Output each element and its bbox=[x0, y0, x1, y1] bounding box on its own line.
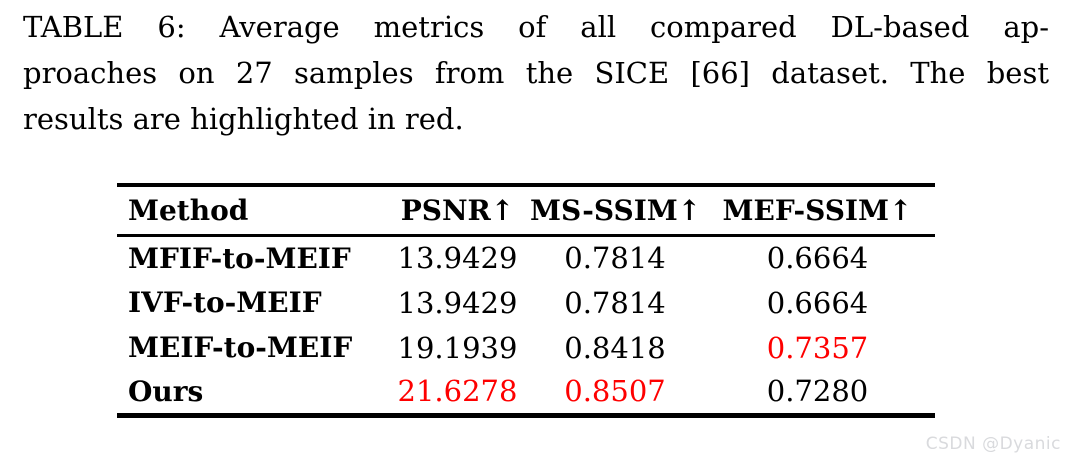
csdn-watermark: CSDN @Dyanic bbox=[925, 434, 1061, 454]
psnr-cell: 13.9429 bbox=[397, 285, 518, 320]
table-row: MFIF-to-MEIF 13.9429 0.7814 0.6664 bbox=[117, 235, 935, 280]
column-header-mef-ssim: MEF-SSIM↑ bbox=[700, 185, 935, 237]
column-header-ms-ssim: MS-SSIM↑ bbox=[530, 185, 701, 237]
method-cell: Ours bbox=[128, 374, 204, 408]
psnr-cell: 13.9429 bbox=[397, 241, 518, 276]
column-header-psnr: PSNR↑ bbox=[385, 185, 530, 237]
table-caption: TABLE 6: Average metrics of all compared… bbox=[23, 4, 1049, 142]
table-row: IVF-to-MEIF 13.9429 0.7814 0.6664 bbox=[117, 280, 935, 325]
caption-line-2: proaches on 27 samples from the SICE [66… bbox=[23, 56, 1049, 90]
mef-ssim-cell: 0.6664 bbox=[766, 241, 869, 276]
mef-ssim-cell: 0.7280 bbox=[766, 374, 869, 409]
table-row: MEIF-to-MEIF 19.1939 0.8418 0.7357 bbox=[117, 325, 935, 370]
mef-ssim-cell: 0.7357 bbox=[766, 330, 869, 365]
method-cell: IVF-to-MEIF bbox=[128, 286, 322, 319]
caption-line-3: results are highlighted in red. bbox=[23, 102, 464, 136]
psnr-cell: 21.6278 bbox=[397, 374, 518, 409]
ms-ssim-cell: 0.7814 bbox=[564, 241, 666, 276]
ms-ssim-cell: 0.8507 bbox=[564, 374, 666, 409]
metrics-table: Method PSNR↑ MS-SSIM↑ MEF-SSIM↑ MFIF-to-… bbox=[117, 183, 935, 418]
column-header-method: Method bbox=[117, 185, 385, 237]
method-cell: MFIF-to-MEIF bbox=[128, 241, 351, 275]
ms-ssim-cell: 0.7814 bbox=[564, 285, 666, 320]
method-cell: MEIF-to-MEIF bbox=[128, 331, 353, 364]
table-row: Ours 21.6278 0.8507 0.7280 bbox=[117, 370, 935, 415]
table-header-row: Method PSNR↑ MS-SSIM↑ MEF-SSIM↑ bbox=[117, 185, 935, 237]
psnr-cell: 19.1939 bbox=[397, 330, 518, 365]
ms-ssim-cell: 0.8418 bbox=[564, 330, 666, 365]
mef-ssim-cell: 0.6664 bbox=[766, 285, 869, 320]
caption-line-1: TABLE 6: Average metrics of all compared… bbox=[23, 10, 1049, 44]
